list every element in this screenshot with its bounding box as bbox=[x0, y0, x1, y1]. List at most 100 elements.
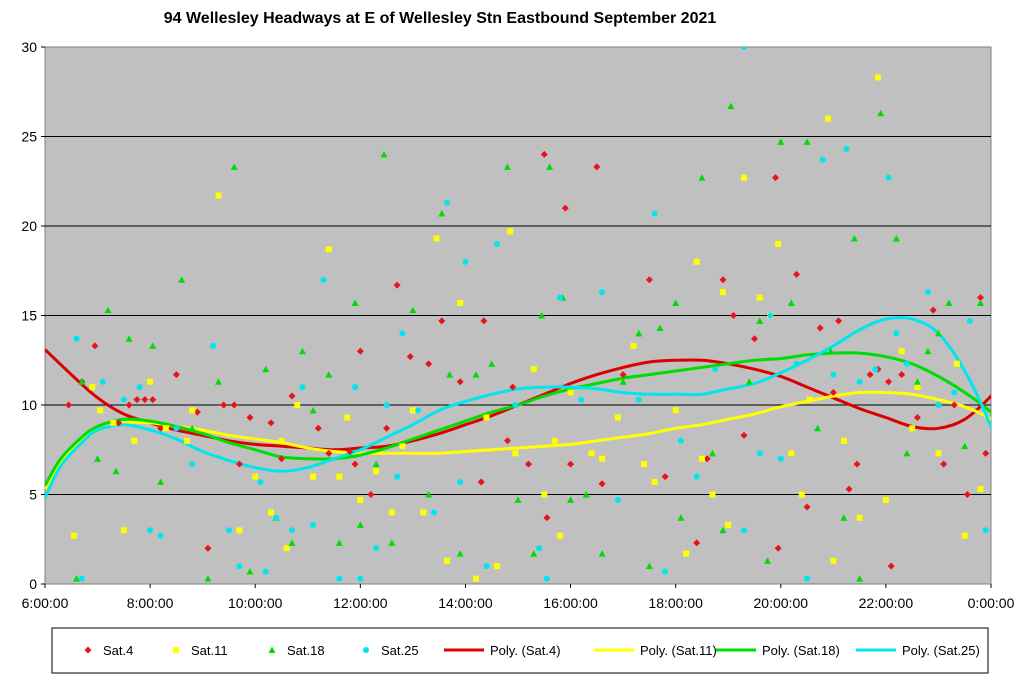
point-sat-18 bbox=[73, 575, 81, 582]
point-sat-11 bbox=[672, 407, 679, 414]
y-tick-label: 25 bbox=[21, 129, 37, 145]
point-sat-18 bbox=[149, 342, 157, 349]
point-sat-4 bbox=[793, 270, 801, 278]
point-sat-11 bbox=[698, 455, 705, 462]
point-sat-11 bbox=[914, 384, 921, 391]
point-sat-18 bbox=[214, 378, 222, 385]
point-sat-25 bbox=[78, 575, 85, 582]
point-sat-25 bbox=[893, 330, 900, 337]
point-sat-4 bbox=[246, 414, 254, 422]
point-sat-4 bbox=[693, 539, 701, 547]
point-sat-4 bbox=[193, 408, 201, 416]
point-sat-4 bbox=[963, 491, 971, 498]
point-sat-4 bbox=[172, 371, 180, 379]
point-sat-18 bbox=[188, 424, 196, 432]
point-sat-4 bbox=[593, 163, 601, 171]
point-sat-11 bbox=[147, 378, 154, 385]
point-sat-18 bbox=[945, 299, 953, 306]
point-sat-4 bbox=[866, 371, 874, 379]
point-sat-4 bbox=[383, 424, 391, 432]
point-sat-18 bbox=[380, 150, 388, 158]
legend-label-sat-25: Sat.25 bbox=[381, 643, 419, 658]
point-sat-4 bbox=[325, 449, 333, 457]
point-sat-25 bbox=[677, 437, 684, 444]
point-sat-25 bbox=[1014, 576, 1020, 582]
point-sat-18 bbox=[892, 235, 900, 242]
point-sat-4 bbox=[65, 401, 73, 409]
point-sat-25 bbox=[189, 461, 196, 468]
point-sat-4 bbox=[351, 460, 359, 468]
point-sat-25 bbox=[73, 335, 80, 342]
point-sat-4 bbox=[115, 419, 123, 427]
legend-box bbox=[51, 627, 989, 674]
point-sat-18 bbox=[582, 491, 590, 498]
point-sat-4 bbox=[719, 276, 727, 284]
point-sat-4 bbox=[125, 401, 133, 409]
point-sat-18 bbox=[998, 289, 1005, 296]
point-sat-4 bbox=[346, 448, 354, 456]
point-sat-25 bbox=[462, 258, 469, 265]
point-sat-11 bbox=[433, 235, 440, 242]
point-sat-18 bbox=[351, 299, 359, 306]
point-sat-25 bbox=[157, 532, 164, 539]
point-sat-11 bbox=[336, 473, 343, 480]
point-sat-4 bbox=[835, 317, 843, 325]
legend-label-sat-11: Sat.11 bbox=[191, 643, 228, 658]
point-sat-11 bbox=[740, 174, 747, 181]
point-sat-18 bbox=[756, 317, 764, 324]
point-sat-25 bbox=[756, 450, 763, 457]
point-sat-11 bbox=[507, 228, 514, 235]
point-sat-11 bbox=[909, 425, 916, 432]
point-sat-11 bbox=[110, 419, 117, 426]
x-tick-label: 14:00:00 bbox=[438, 595, 493, 611]
point-sat-25 bbox=[210, 342, 217, 349]
point-sat-25 bbox=[136, 384, 143, 391]
point-sat-18 bbox=[288, 539, 296, 546]
point-sat-11 bbox=[131, 437, 138, 444]
point-sat-18 bbox=[178, 276, 186, 283]
point-sat-11 bbox=[875, 74, 882, 81]
point-sat-18 bbox=[877, 109, 885, 117]
point-sat-18 bbox=[530, 550, 538, 557]
legend-swatch-sat-11 bbox=[173, 647, 179, 653]
point-sat-18 bbox=[438, 209, 446, 217]
x-tick-label: 20:00:00 bbox=[754, 595, 809, 611]
point-sat-18 bbox=[840, 514, 848, 521]
point-sat-25 bbox=[399, 330, 406, 337]
point-sat-25 bbox=[635, 396, 642, 403]
legend-label-poly-sat-18: Poly. (Sat.18) bbox=[762, 643, 840, 658]
x-tick-label: 12:00:00 bbox=[333, 595, 388, 611]
point-sat-18 bbox=[538, 312, 546, 319]
y-tick-label: 30 bbox=[21, 39, 37, 55]
point-sat-4 bbox=[141, 396, 149, 404]
point-sat-25 bbox=[483, 563, 490, 570]
point-sat-18 bbox=[514, 496, 522, 503]
point-sat-18 bbox=[503, 163, 511, 170]
point-sat-4 bbox=[133, 396, 141, 404]
point-sat-11 bbox=[977, 486, 984, 493]
point-sat-25 bbox=[740, 47, 747, 50]
point-sat-11 bbox=[935, 450, 942, 457]
point-sat-11 bbox=[512, 450, 519, 457]
point-sat-4 bbox=[220, 401, 228, 409]
point-sat-11 bbox=[70, 532, 77, 539]
point-sat-11 bbox=[483, 414, 490, 421]
point-sat-4 bbox=[235, 460, 243, 468]
point-sat-25 bbox=[843, 146, 850, 153]
point-sat-25 bbox=[804, 575, 811, 582]
point-sat-18 bbox=[727, 102, 735, 110]
x-tick-label: 22:00:00 bbox=[859, 595, 914, 611]
legend-label-sat-18: Sat.18 bbox=[287, 643, 325, 658]
point-sat-18 bbox=[913, 378, 921, 385]
point-sat-18 bbox=[850, 235, 858, 242]
point-sat-25 bbox=[99, 378, 106, 385]
point-sat-11 bbox=[551, 437, 558, 444]
point-sat-18 bbox=[856, 575, 864, 582]
point-sat-11 bbox=[541, 491, 548, 498]
point-sat-11 bbox=[267, 509, 274, 516]
x-axis: 6:00:00 8:00:00 10:00:00 12:00:00 14:00:00 16… bbox=[22, 584, 1015, 611]
point-sat-4 bbox=[774, 544, 782, 552]
point-sat-18 bbox=[645, 562, 653, 570]
point-sat-4 bbox=[540, 150, 548, 158]
point-sat-4 bbox=[157, 424, 165, 432]
